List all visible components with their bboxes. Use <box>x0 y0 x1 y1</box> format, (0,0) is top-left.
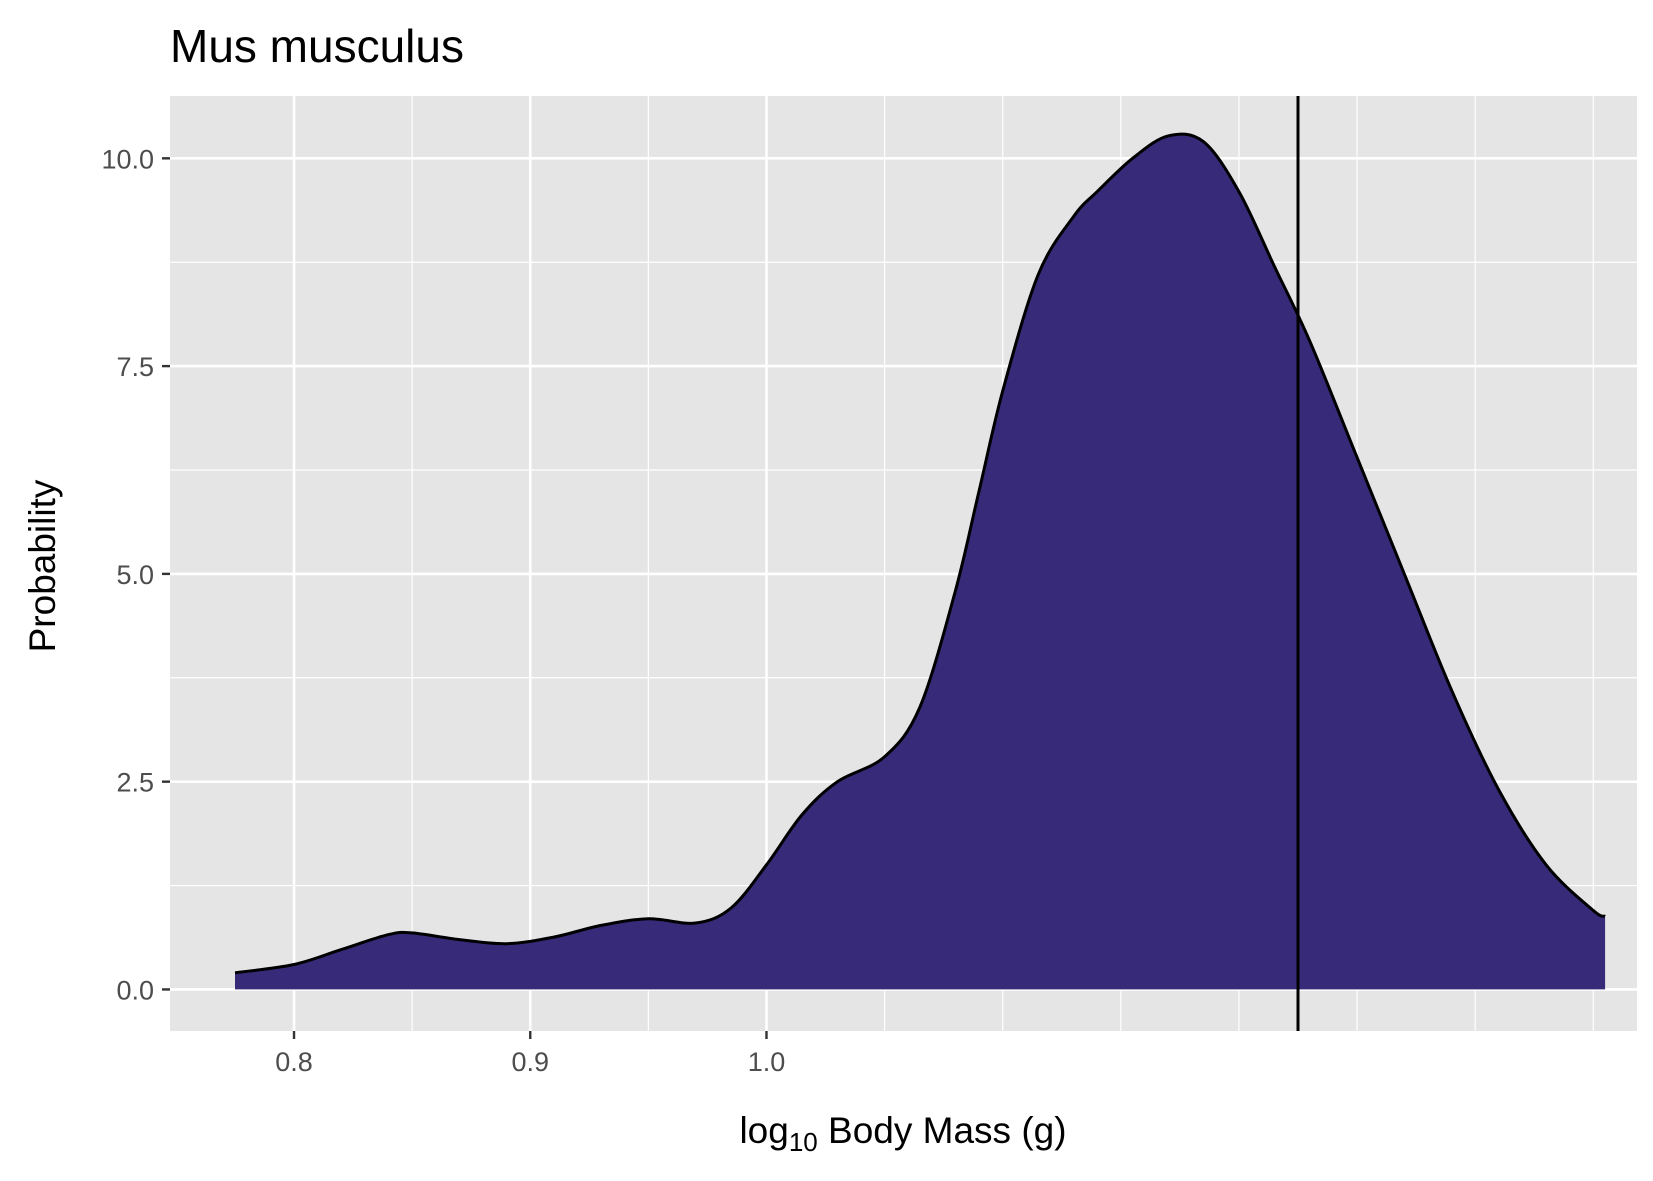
plot-panel <box>170 96 1637 1031</box>
x-tick-label: 0.9 <box>511 1047 549 1077</box>
x-axis-title-suffix: Body Mass (g) <box>818 1110 1067 1151</box>
density-area <box>235 134 1606 990</box>
y-tick-label: 2.5 <box>116 768 154 798</box>
y-tick-label: 5.0 <box>116 560 154 590</box>
y-axis: 0.0 2.5 5.0 7.5 10.0 <box>101 144 170 1005</box>
y-tick-label: 10.0 <box>101 144 154 174</box>
x-axis-title: log10 Body Mass (g) <box>739 1110 1066 1157</box>
x-tick-label: 0.8 <box>275 1047 313 1077</box>
y-tick-label: 0.0 <box>116 975 154 1005</box>
y-axis-title: Probability <box>22 479 63 652</box>
y-tick-label: 7.5 <box>116 352 154 382</box>
x-axis-title-prefix: log <box>739 1110 788 1151</box>
x-tick-label: 1.0 <box>748 1047 786 1077</box>
x-axis-title-subscript: 10 <box>789 1127 818 1157</box>
density-line <box>234 132 1606 975</box>
chart-title: Mus musculus <box>170 20 464 72</box>
x-axis: 0.8 0.9 1.0 <box>275 1031 785 1077</box>
